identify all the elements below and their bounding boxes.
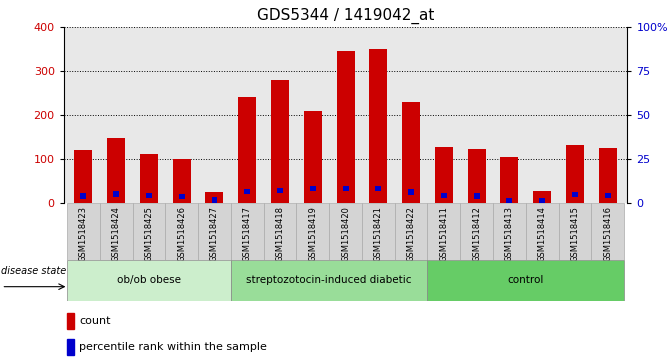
Bar [271, 80, 289, 203]
Text: GSM1518414: GSM1518414 [537, 206, 547, 262]
Bar [113, 191, 119, 197]
Bar [441, 193, 447, 198]
Text: GSM1518426: GSM1518426 [177, 206, 187, 262]
Text: streptozotocin-induced diabetic: streptozotocin-induced diabetic [246, 276, 412, 285]
Bar [67, 203, 100, 260]
Bar [605, 193, 611, 198]
Text: GSM1518423: GSM1518423 [79, 206, 88, 262]
Bar [507, 198, 513, 203]
Bar [231, 260, 427, 301]
Bar [427, 260, 624, 301]
Bar [107, 138, 125, 203]
Text: GSM1518425: GSM1518425 [144, 206, 154, 262]
Bar [343, 186, 348, 191]
Bar [408, 189, 414, 195]
Bar [369, 49, 387, 203]
Bar [238, 97, 256, 203]
Text: GSM1518418: GSM1518418 [276, 206, 285, 262]
Bar [297, 203, 329, 260]
Text: ob/ob obese: ob/ob obese [117, 276, 181, 285]
Bar [435, 147, 453, 203]
Bar [501, 157, 519, 203]
Bar [402, 102, 420, 203]
Bar [172, 159, 191, 203]
Text: count: count [79, 316, 111, 326]
Bar [165, 203, 198, 260]
Bar [264, 203, 297, 260]
Bar [375, 186, 381, 191]
Text: GSM1518421: GSM1518421 [374, 206, 383, 262]
Bar [178, 194, 185, 199]
Bar [81, 193, 87, 199]
Text: percentile rank within the sample: percentile rank within the sample [79, 342, 267, 352]
Bar [198, 203, 231, 260]
Bar [211, 197, 217, 203]
Title: GDS5344 / 1419042_at: GDS5344 / 1419042_at [257, 8, 434, 24]
Bar [66, 313, 74, 329]
Text: GSM1518416: GSM1518416 [603, 206, 612, 262]
Text: GSM1518424: GSM1518424 [111, 206, 121, 262]
Text: GSM1518415: GSM1518415 [570, 206, 580, 262]
Bar [474, 193, 480, 199]
Text: disease state: disease state [1, 266, 66, 276]
Bar [205, 192, 223, 203]
Text: GSM1518427: GSM1518427 [210, 206, 219, 262]
Text: GSM1518419: GSM1518419 [308, 206, 317, 262]
Bar [304, 111, 322, 203]
Bar [337, 50, 354, 203]
Bar [74, 150, 93, 203]
Bar [310, 186, 316, 191]
Text: GSM1518422: GSM1518422 [407, 206, 415, 262]
Bar [100, 203, 133, 260]
Bar [460, 203, 493, 260]
Text: GSM1518412: GSM1518412 [472, 206, 481, 262]
Bar [67, 260, 231, 301]
Bar [591, 203, 624, 260]
Bar [572, 192, 578, 197]
Bar [533, 191, 551, 203]
Bar [231, 203, 264, 260]
Bar [566, 145, 584, 203]
Bar [526, 203, 558, 260]
Bar [362, 203, 395, 260]
Bar [66, 339, 74, 355]
Bar [427, 203, 460, 260]
Bar [329, 203, 362, 260]
Text: control: control [507, 276, 544, 285]
Bar [493, 203, 526, 260]
Bar [468, 149, 486, 203]
Bar [244, 188, 250, 194]
Bar [133, 203, 165, 260]
Bar [140, 154, 158, 203]
Bar [599, 148, 617, 203]
Bar [146, 193, 152, 198]
Text: GSM1518411: GSM1518411 [440, 206, 448, 262]
Bar [558, 203, 591, 260]
Text: GSM1518413: GSM1518413 [505, 206, 514, 262]
Text: GSM1518417: GSM1518417 [243, 206, 252, 262]
Text: GSM1518420: GSM1518420 [341, 206, 350, 262]
Bar [539, 197, 545, 203]
Bar [277, 188, 283, 193]
Bar [395, 203, 427, 260]
